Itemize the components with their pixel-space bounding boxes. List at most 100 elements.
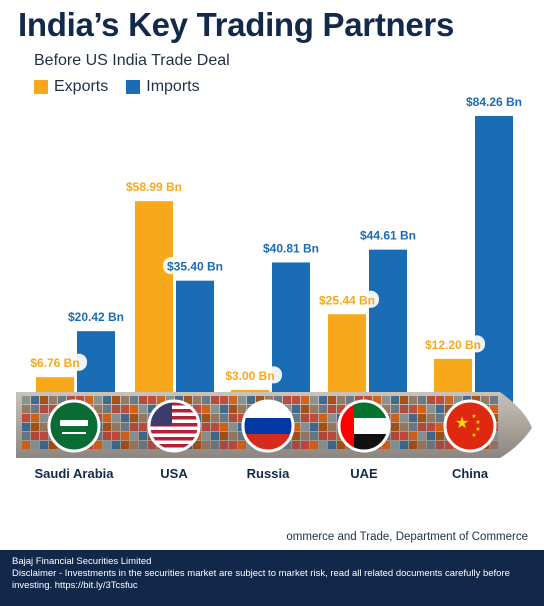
ship-container <box>49 405 57 413</box>
ship-container <box>409 405 417 413</box>
value-label-imports-saudi-arabia: $20.42 Bn <box>64 307 128 325</box>
ship-container <box>427 405 435 413</box>
ship-container <box>229 441 237 449</box>
value-label-text: $20.42 Bn <box>68 310 124 324</box>
ship-container <box>391 432 399 440</box>
ship-container <box>193 441 201 449</box>
ship-container <box>94 441 102 449</box>
bar-imports-china <box>475 116 513 410</box>
ship-container <box>301 414 309 422</box>
ship-container <box>382 405 390 413</box>
value-label-text: $6.76 Bn <box>30 356 79 370</box>
ship-container <box>319 441 327 449</box>
value-label-text: $44.61 Bn <box>360 229 416 243</box>
usa-flag-icon <box>150 402 198 450</box>
ship-container <box>310 441 318 449</box>
value-label-text: $84.26 Bn <box>466 95 522 109</box>
svg-text:★: ★ <box>455 413 469 432</box>
ship-container <box>382 441 390 449</box>
ship-container <box>211 414 219 422</box>
category-label-china: China <box>452 466 489 481</box>
ship-container <box>139 405 147 413</box>
ship-container <box>103 414 111 422</box>
ship-container <box>112 441 120 449</box>
ship-container <box>427 396 435 404</box>
ship-container <box>301 441 309 449</box>
ship-container <box>490 441 498 449</box>
ship-container <box>130 432 138 440</box>
ship-container <box>490 396 498 404</box>
ship-container <box>319 432 327 440</box>
ship-container <box>31 396 39 404</box>
value-label-exports-russia: $3.00 Bn <box>218 366 282 384</box>
ship-container <box>103 405 111 413</box>
russia-flag-icon <box>244 402 292 450</box>
ship-container <box>112 423 120 431</box>
ship-container <box>391 396 399 404</box>
value-label-text: $40.81 Bn <box>263 241 319 255</box>
ship-container <box>409 432 417 440</box>
ship-container <box>292 414 300 422</box>
category-label-uae: UAE <box>350 466 378 481</box>
ship-container <box>220 396 228 404</box>
value-label-bg <box>163 257 227 275</box>
ship-container <box>121 432 129 440</box>
bar-chart: $6.76 Bn $20.42 Bn $58.99 Bn $35.40 Bn $3.00… <box>16 95 532 481</box>
ship-container <box>427 441 435 449</box>
ship-container <box>31 414 39 422</box>
ship-container <box>193 396 201 404</box>
ship-container <box>391 405 399 413</box>
ship-container <box>409 396 417 404</box>
ship-container <box>436 414 444 422</box>
ship-container <box>130 423 138 431</box>
ship-container <box>490 405 498 413</box>
ship-container <box>418 405 426 413</box>
ship-container <box>328 441 336 449</box>
ship-container <box>346 396 354 404</box>
ship-container <box>283 396 291 404</box>
ship-container <box>310 432 318 440</box>
ship-container <box>22 441 30 449</box>
ship-container <box>184 396 192 404</box>
ship-container <box>49 441 57 449</box>
ship-container <box>85 396 93 404</box>
ship-container <box>328 432 336 440</box>
ship-container <box>193 405 201 413</box>
ship-container <box>103 396 111 404</box>
footer-disclaimer: Disclaimer - Investments in the securiti… <box>12 568 510 591</box>
ship-container <box>121 441 129 449</box>
ship-container <box>436 441 444 449</box>
ship-container <box>94 396 102 404</box>
value-label-text: $12.20 Bn <box>425 338 481 352</box>
ship-container <box>22 432 30 440</box>
ship-container <box>427 423 435 431</box>
ship-container <box>301 405 309 413</box>
ship-container <box>31 441 39 449</box>
ship-container <box>211 396 219 404</box>
ship-container <box>229 414 237 422</box>
ship-container <box>400 432 408 440</box>
ship-container <box>418 441 426 449</box>
value-label-bg <box>23 353 87 371</box>
value-label-bg <box>122 177 186 195</box>
ship-container <box>373 396 381 404</box>
ship-container <box>337 441 345 449</box>
page-title: India’s Key Trading Partners <box>18 6 455 43</box>
value-label-exports-china: $12.20 Bn <box>421 335 485 353</box>
ship-container <box>40 396 48 404</box>
ship-container <box>58 396 66 404</box>
ship-container <box>292 423 300 431</box>
source-note: ommerce and Trade, Department of Commerc… <box>286 531 528 543</box>
ship-container <box>211 441 219 449</box>
ship-container <box>238 405 246 413</box>
value-label-exports-uae: $25.44 Bn <box>315 290 379 308</box>
ship-container <box>139 441 147 449</box>
legend: Exports Imports <box>34 78 200 96</box>
value-label-imports-russia: $40.81 Bn <box>259 238 323 256</box>
ship-container <box>328 405 336 413</box>
ship-container <box>202 396 210 404</box>
ship-container <box>229 423 237 431</box>
ship-container <box>22 396 30 404</box>
ship-container <box>148 441 156 449</box>
ship-container <box>130 405 138 413</box>
